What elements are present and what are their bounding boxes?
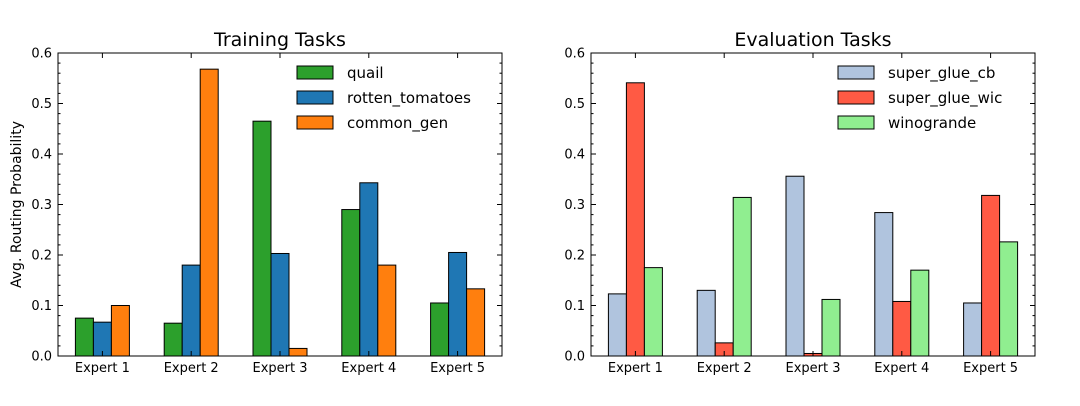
legend-label-quail: quail [347,64,384,82]
x-tick-label: Expert 4 [874,361,929,376]
x-tick-label: Expert 5 [963,361,1018,376]
x-tick-label: Expert 1 [75,361,130,376]
y-tick-label: 0.0 [564,350,585,365]
y-tick-label: 0.4 [31,148,52,163]
y-tick-label: 0.2 [31,249,52,264]
plot-frame [590,52,1036,357]
y-tick-label: 0.6 [564,47,585,62]
bar-quail-expert-5 [430,302,450,357]
y-tick-label: 0.0 [31,350,52,365]
bar-super-glue-wic-expert-4 [892,300,912,357]
chart-title: Evaluation Tasks [734,29,891,51]
bar-winogrande-expert-5 [999,241,1019,357]
bar-quail-expert-1 [74,317,94,357]
chart-panel-1: Training Tasks Avg. Routing Probability 0.… [9,29,503,376]
bar-rotten-tomatoes-expert-3 [270,252,290,357]
bar-winogrande-expert-2 [732,196,752,357]
bar-super-glue-cb-expert-2 [696,289,716,357]
legend-label-winogrande: winogrande [888,114,976,132]
legend-swatch-winogrande [837,115,875,130]
legend-swatch-common-gen [296,115,334,130]
x-tick-label: Expert 2 [697,361,752,376]
x-tick-label: Expert 2 [164,361,219,376]
bar-quail-expert-2 [163,322,183,357]
y-tick-label: 0.1 [564,299,585,314]
x-tick-label: Expert 1 [608,361,663,376]
legend-label-common-gen: common_gen [347,114,448,133]
legend-swatch-super-glue-cb [837,65,875,80]
x-tick-label: Expert 4 [341,361,396,376]
bar-super-glue-wic-expert-1 [625,82,645,357]
y-tick-label: 0.3 [31,198,52,213]
chart-title: Training Tasks [213,29,346,51]
bar-rotten-tomatoes-expert-1 [92,321,112,357]
legend-swatch-quail [296,65,334,80]
bar-rotten-tomatoes-expert-4 [359,182,379,357]
plot-frame [57,52,503,357]
bar-common-gen-expert-1 [110,305,130,357]
y-tick-label: 0.6 [31,47,52,62]
bar-common-gen-expert-4 [377,264,397,357]
legend-label-rotten-tomatoes: rotten_tomatoes [347,89,471,108]
legend-label-super-glue-wic: super_glue_wic [888,89,1002,108]
bar-winogrande-expert-3 [821,298,841,357]
y-axis-label: Avg. Routing Probability [9,121,25,288]
legend: quail rotten_tomatoes common_gen [296,64,471,133]
bar-super-glue-cb-expert-5 [963,302,983,357]
y-tick-label: 0.5 [31,97,52,112]
chart-panel-2: Evaluation Tasks 0.0 0.1 0.2 0.3 0.4 0.5 0.6 Exp… [564,29,1036,376]
y-tick-label: 0.1 [31,299,52,314]
y-tick-label: 0.3 [564,198,585,213]
bar-common-gen-expert-3 [288,347,308,357]
x-tick-label: Expert 3 [252,361,307,376]
bar-quail-expert-3 [252,120,272,357]
bar-common-gen-expert-2 [199,68,219,357]
legend-swatch-super-glue-wic [837,90,875,105]
bar-winogrande-expert-4 [910,269,930,357]
bar-rotten-tomatoes-expert-2 [181,264,201,357]
legend-swatch-rotten-tomatoes [296,90,334,105]
bar-rotten-tomatoes-expert-5 [448,251,468,357]
bar-super-glue-wic-expert-5 [981,194,1001,357]
legend: super_glue_cb super_glue_wic winogrande [837,64,1002,132]
legend-label-super-glue-cb: super_glue_cb [888,64,995,83]
x-tick-label: Expert 5 [430,361,485,376]
bar-winogrande-expert-1 [643,267,663,357]
bar-super-glue-cb-expert-3 [785,175,805,357]
bar-common-gen-expert-5 [466,288,486,357]
x-tick-label: Expert 3 [785,361,840,376]
bar-super-glue-cb-expert-4 [874,212,894,357]
bar-quail-expert-4 [341,209,361,357]
y-tick-label: 0.4 [564,148,585,163]
y-tick-label: 0.5 [564,97,585,112]
bar-super-glue-cb-expert-1 [607,293,627,357]
y-tick-label: 0.2 [564,249,585,264]
